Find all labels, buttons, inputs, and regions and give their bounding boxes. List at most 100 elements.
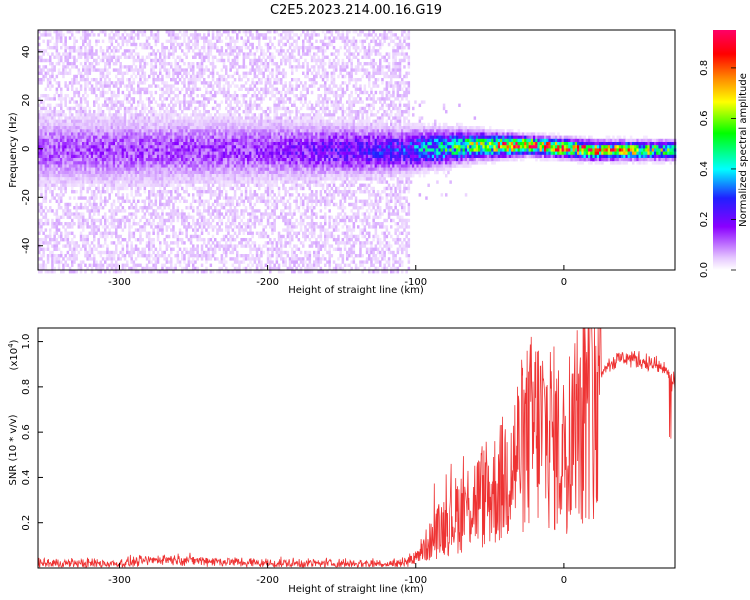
spectrogram-cell (130, 206, 133, 210)
spectrogram-cell (71, 55, 74, 59)
spectrogram-cell (211, 234, 215, 239)
spectrogram-cell (90, 174, 94, 178)
spectrogram-cell (227, 97, 230, 101)
spectrogram-cell (75, 158, 78, 162)
spectrogram-cell (150, 110, 153, 114)
spectrogram-cell (170, 145, 173, 149)
spectrogram-cell (216, 199, 219, 203)
spectrogram-cell (156, 129, 160, 133)
spectrogram-cell (132, 106, 136, 111)
spectrogram-cell (178, 228, 182, 232)
spectrogram-cell (108, 97, 111, 101)
spectrogram-cell (198, 110, 202, 114)
spectrogram-cell (117, 158, 120, 162)
spectrogram-cell (51, 74, 54, 79)
spectrogram-cell (207, 174, 210, 178)
spectrogram-cell (229, 158, 232, 162)
spectrogram-cell (159, 68, 162, 72)
spectrogram-cell (106, 174, 109, 178)
spectrogram-cell (99, 49, 103, 53)
spectrogram-cell (220, 212, 224, 216)
spectrogram-cell (154, 100, 158, 104)
spectrogram-cell (222, 250, 226, 255)
spectrogram-cell (38, 247, 41, 251)
spectrogram-cell (119, 164, 122, 168)
spectrogram-cell (209, 135, 213, 139)
spectrogram-cell (112, 46, 116, 50)
spectrogram-cell (178, 145, 182, 149)
spectrogram-cell (150, 122, 153, 127)
spectrogram-cell (101, 74, 105, 79)
spectrogram-cell (134, 58, 138, 63)
spectrogram-cell (145, 97, 149, 101)
spectrogram-cell (97, 183, 100, 187)
spectrogram-cell (220, 87, 224, 91)
spectrogram-cell (101, 90, 105, 95)
spectrogram-cell (40, 263, 43, 267)
spectrogram-cell (117, 119, 120, 123)
spectrogram-cell (130, 186, 133, 191)
spectrogram-cell (117, 209, 120, 213)
spectrogram-cell (38, 241, 41, 245)
spectrogram-cell (97, 167, 100, 171)
spectrogram-cell (214, 193, 217, 197)
spectrogram-cell (170, 158, 173, 162)
spectrogram-cell (148, 132, 151, 136)
spectrogram-cell (176, 71, 180, 75)
spectrogram-cell (104, 142, 107, 146)
spectrogram-cell (79, 78, 83, 82)
spectrogram-cell (148, 74, 151, 79)
spectrogram-cell (196, 270, 199, 274)
spectrogram-cell (209, 129, 213, 133)
spectrogram-cell (66, 129, 70, 133)
spectrogram-cell (156, 180, 160, 184)
spectrogram-cell (222, 122, 226, 127)
spectrogram-cell (220, 193, 224, 197)
spectrogram-cell (99, 145, 103, 149)
spectrogram-cell (101, 154, 105, 159)
spectrogram-cell (233, 129, 237, 133)
spectrogram-cell (79, 247, 83, 251)
spectrogram-cell (73, 206, 76, 210)
spectrogram-cell (163, 263, 166, 267)
spectrogram-cell (225, 151, 228, 155)
spectrogram-cell (163, 148, 166, 152)
spectrogram-cell (104, 100, 107, 104)
spectrogram-cell (108, 250, 111, 255)
spectrogram-cell (225, 266, 228, 271)
spectrogram-cell (205, 180, 208, 184)
spectrogram-cell (198, 158, 202, 162)
spectrogram-cell (53, 180, 56, 184)
spectrogram-cell (99, 154, 103, 159)
spectrogram-cell (60, 106, 63, 111)
spectrogram-cell (229, 270, 232, 274)
spectrogram-cell (207, 113, 210, 117)
spectrogram-cell (101, 161, 105, 165)
spectrogram-cell (66, 71, 70, 75)
spectrogram-cell (40, 122, 43, 127)
spectrogram-cell (110, 202, 114, 207)
spectrogram-cell (128, 142, 131, 146)
spectrogram-cell (159, 135, 162, 139)
spectrogram-cell (104, 212, 107, 216)
spectrogram-cell (229, 52, 232, 56)
spectrogram-cell (97, 212, 100, 216)
spectrogram-cell (233, 212, 237, 216)
spectrogram-cell (132, 36, 136, 40)
spectrogram-cell (99, 174, 103, 178)
spectrogram-cell (181, 164, 184, 168)
spectrogram-cell (119, 36, 122, 40)
spectrogram-cell (203, 103, 206, 107)
spectrogram-cell (42, 167, 45, 171)
spectrogram-cell (75, 167, 78, 171)
spectrogram-cell (60, 180, 63, 184)
spectrogram-cell (211, 225, 215, 229)
spectrogram-cell (99, 199, 103, 203)
spectrogram-cell (150, 116, 153, 120)
spectrogram-cell (233, 42, 237, 47)
spectrogram-cell (68, 244, 72, 248)
spectrogram-cell (88, 263, 92, 267)
spectrogram-cell (55, 161, 59, 165)
spectrogram-cell (44, 119, 48, 123)
spectrogram-cell (141, 58, 144, 63)
